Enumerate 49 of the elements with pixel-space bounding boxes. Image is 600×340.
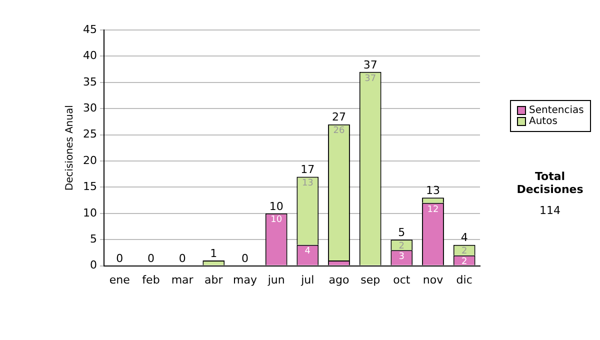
x-tick-label: ago (328, 273, 350, 286)
y-tick-label: 5 (90, 232, 97, 246)
x-tick-label: jun (266, 273, 285, 286)
y-tick-label: 15 (82, 180, 97, 194)
x-tick-label: sep (360, 273, 380, 286)
y-tick-label: 30 (82, 101, 97, 114)
legend-label: Autos (529, 116, 558, 127)
data-label: 26 (333, 126, 345, 136)
total-label: 0 (242, 252, 248, 266)
data-label: 37 (364, 74, 376, 84)
x-tick-label: mar (171, 273, 194, 286)
total-label: 4 (460, 231, 468, 244)
x-tick-label: nov (422, 273, 444, 286)
y-axis-title: Decisiones Anual (64, 105, 76, 191)
data-label: 4 (304, 246, 311, 257)
total-label: 5 (398, 226, 406, 239)
text: 114 (538, 204, 562, 217)
y-tick-label: 20 (82, 154, 97, 167)
total-label: 37 (363, 58, 378, 72)
total-label: 0 (147, 252, 154, 266)
total-label: 17 (300, 163, 315, 176)
data-label: 2 (398, 241, 405, 252)
legend-label: Sentencias (529, 105, 584, 116)
data-label: 2 (461, 257, 468, 268)
data-label: 13 (302, 178, 314, 189)
y-tick-label: 35 (82, 75, 97, 88)
y-tick-label: 40 (82, 49, 97, 62)
data-label: 10 (270, 215, 282, 226)
y-tick-label: 25 (82, 128, 97, 141)
total-label: 1 (210, 246, 218, 260)
x-tick-label: dic (456, 273, 472, 286)
x-tick-label: feb (142, 273, 160, 286)
y-tick-label: 0 (90, 258, 97, 272)
text: Total Decisiones (516, 170, 584, 196)
data-label: 2 (461, 246, 468, 257)
x-tick-label: jul (300, 273, 314, 286)
y-tick-label: 45 (82, 22, 97, 36)
total-label: 0 (116, 252, 124, 266)
data-label: 3 (398, 252, 405, 262)
total-label: 0 (178, 252, 186, 266)
x-tick-label: may (233, 273, 258, 286)
x-tick-label: abr (204, 273, 224, 286)
y-tick-label: 10 (82, 206, 97, 220)
x-tick-label: ene (109, 273, 130, 286)
data-label: 12 (427, 204, 439, 215)
total-label: 13 (426, 184, 440, 198)
x-tick-label: oct (393, 273, 411, 286)
total-label: 10 (269, 200, 284, 213)
total-label: 27 (332, 110, 346, 124)
